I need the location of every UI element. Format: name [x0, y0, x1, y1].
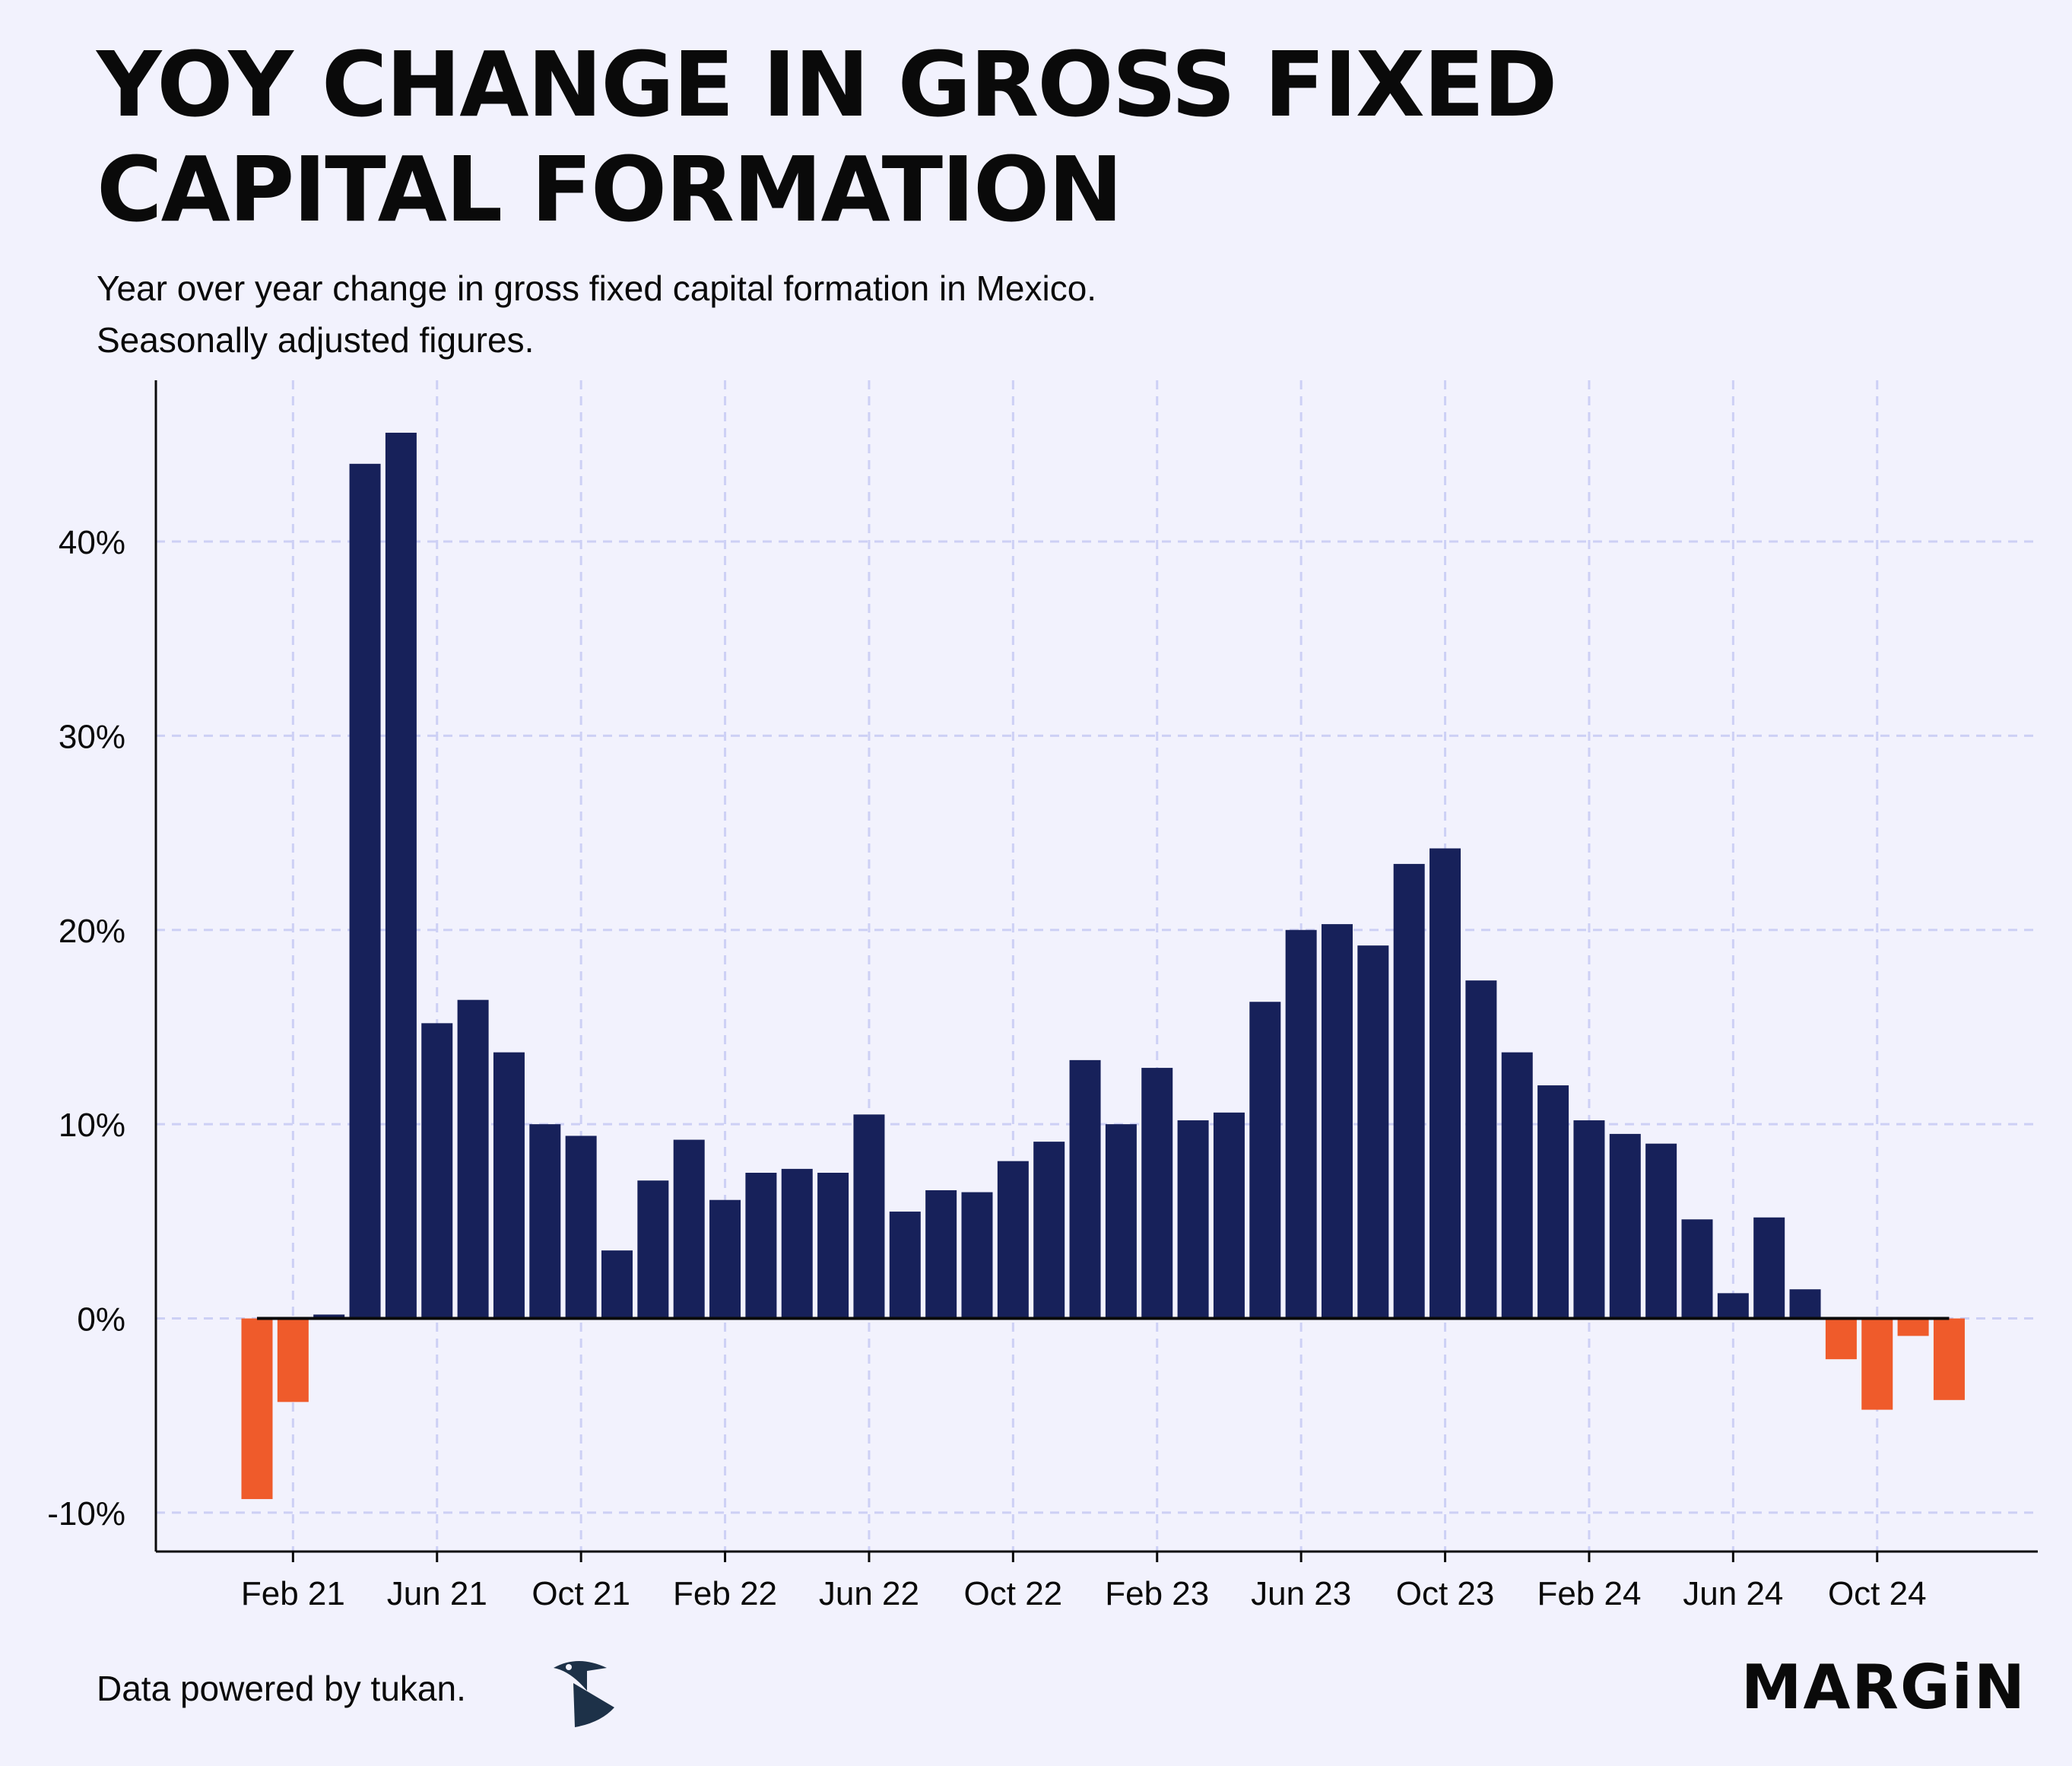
bar	[1213, 1112, 1245, 1319]
x-tick-label: Feb 22	[673, 1575, 777, 1612]
x-tick-label: Jun 21	[387, 1575, 487, 1612]
bar	[385, 432, 417, 1319]
chart-title: YOY CHANGE IN GROSS FIXED CAPITAL FORMAT…	[97, 32, 1921, 242]
x-tick-label: Feb 21	[241, 1575, 345, 1612]
x-tick-label: Oct 22	[964, 1575, 1063, 1612]
x-tick-label: Feb 23	[1105, 1575, 1209, 1612]
bar	[1753, 1217, 1785, 1319]
bar	[1609, 1133, 1641, 1319]
x-tick-label: Jun 22	[819, 1575, 919, 1612]
bar	[1033, 1142, 1065, 1319]
bar	[997, 1161, 1029, 1319]
bar	[457, 999, 489, 1319]
y-tick-label: 0%	[77, 1301, 125, 1339]
chart-title-line-2: CAPITAL FORMATION	[97, 137, 1123, 242]
x-tick-label: Oct 21	[531, 1575, 630, 1612]
bar	[241, 1318, 273, 1500]
bar	[421, 1023, 453, 1319]
tukan-logo-icon	[554, 1661, 614, 1727]
bar	[1105, 1124, 1137, 1319]
bar	[817, 1172, 849, 1319]
bar	[529, 1124, 561, 1319]
bar	[1861, 1318, 1893, 1410]
chart-subtitle: Year over year change in gross fixed cap…	[97, 262, 1096, 366]
bar	[493, 1052, 525, 1319]
bar	[277, 1318, 309, 1402]
y-tick-label: 40%	[59, 524, 125, 561]
x-tick-label: Feb 24	[1537, 1575, 1641, 1612]
chart-subtitle-line-1: Year over year change in gross fixed cap…	[97, 268, 1097, 308]
x-tick-label: Oct 23	[1396, 1575, 1495, 1612]
bar	[1393, 863, 1425, 1319]
x-tick-label: Jun 24	[1683, 1575, 1783, 1612]
margin-brand-logo: MARGiN	[1740, 1652, 2026, 1723]
bar	[313, 1314, 345, 1319]
bar	[1465, 980, 1497, 1319]
bar	[1717, 1293, 1749, 1319]
bar	[1933, 1318, 1965, 1400]
bar	[1141, 1068, 1173, 1319]
bar	[1537, 1085, 1569, 1319]
bar	[637, 1180, 669, 1319]
bar	[1357, 945, 1389, 1319]
bar	[961, 1192, 993, 1319]
bar	[853, 1114, 885, 1319]
bar	[925, 1190, 957, 1319]
bar	[673, 1139, 705, 1319]
y-tick-label: -10%	[47, 1495, 125, 1533]
bar	[1573, 1120, 1605, 1319]
bar	[601, 1250, 633, 1319]
chart-subtitle-line-2: Seasonally adjusted figures.	[97, 320, 535, 360]
bar	[1429, 848, 1461, 1319]
bar	[709, 1199, 741, 1319]
bar	[1249, 1002, 1281, 1319]
bar	[1069, 1059, 1101, 1319]
x-tick-label: Oct 24	[1828, 1575, 1927, 1612]
bar	[745, 1172, 777, 1319]
bar	[1645, 1143, 1677, 1319]
bar	[1825, 1318, 1857, 1360]
x-tick-label: Jun 23	[1251, 1575, 1351, 1612]
bar	[1322, 924, 1353, 1319]
bar	[1285, 929, 1317, 1319]
bar	[781, 1168, 813, 1319]
y-tick-label: 20%	[59, 913, 125, 950]
bar	[1789, 1289, 1821, 1319]
bar	[889, 1212, 921, 1319]
bar	[1897, 1318, 1929, 1336]
bar	[1681, 1219, 1713, 1319]
data-source-note: Data powered by tukan.	[97, 1669, 466, 1708]
y-tick-label: 10%	[59, 1107, 125, 1144]
chart-title-line-1: YOY CHANGE IN GROSS FIXED	[97, 32, 1557, 137]
bar	[565, 1136, 597, 1319]
bar	[1177, 1120, 1209, 1319]
bar	[1501, 1052, 1533, 1319]
y-tick-label: 30%	[59, 718, 125, 755]
bar	[349, 463, 381, 1319]
